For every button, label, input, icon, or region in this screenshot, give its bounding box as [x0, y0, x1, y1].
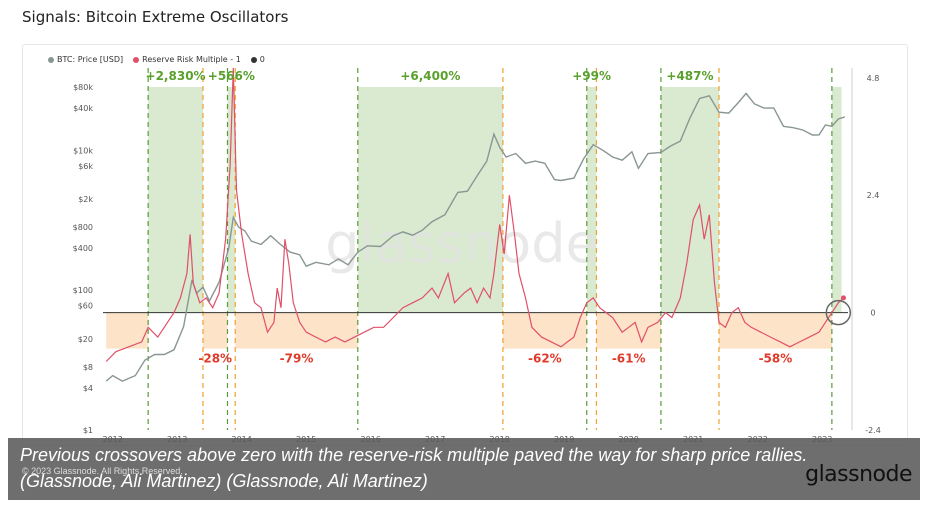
copyright-text: © 2023 Glassnode. All Rights Reserved. — [22, 466, 183, 476]
zone-labels-layer: +2,830% +566% +6,400% +99% +487% -28% -79% -62%… — [146, 69, 793, 366]
gain-zone — [227, 87, 236, 313]
zones-layer — [106, 87, 842, 349]
brand-logo: glassnode — [805, 462, 912, 487]
caption-bar: Previous crossovers above zero with the … — [8, 438, 920, 500]
y-left-tick-label: $40k — [73, 104, 93, 113]
loss-label: -58% — [759, 352, 793, 366]
loss-label: -61% — [612, 352, 646, 366]
gain-label: +99% — [572, 69, 611, 83]
y-left-tick-label: $80k — [73, 83, 93, 92]
legend-dot-icon — [250, 56, 257, 63]
y-right-tick-label: 4.8 — [867, 74, 880, 83]
loss-zone — [718, 312, 832, 349]
loss-zone — [596, 312, 661, 349]
latest-point-marker — [840, 295, 846, 301]
gain-zone — [831, 87, 842, 313]
y-left-tick-label: $8 — [83, 363, 93, 372]
y-left-tick-label: $100 — [73, 286, 93, 295]
gain-label: +487% — [666, 69, 713, 83]
y-left-tick-label: $4 — [83, 384, 93, 393]
y-left-tick-label: $10k — [73, 146, 93, 155]
y-left-tick-label: $20 — [78, 335, 93, 344]
loss-zone — [202, 312, 228, 349]
legend-label: BTC: Price [USD] — [57, 55, 124, 64]
gain-label: +6,400% — [400, 69, 460, 83]
caption-text: Previous crossovers above zero with the … — [20, 445, 808, 491]
y-left-tick-label: $60 — [78, 302, 93, 311]
loss-zone — [106, 312, 149, 349]
price-series-line — [105, 92, 846, 382]
gain-label: +566% — [208, 69, 255, 83]
loss-label: -62% — [528, 352, 562, 366]
marker-layer — [825, 295, 852, 326]
y-left-tick-label: $400 — [73, 244, 93, 253]
gain-label: +2,830% — [146, 69, 206, 83]
legend-dot-icon — [48, 56, 54, 63]
y-left-tick-label: $800 — [73, 223, 93, 232]
crossover-marker-icon — [825, 299, 852, 326]
legend-dot-icon — [133, 56, 140, 63]
loss-label: -28% — [198, 352, 232, 366]
y-right-tick-label: -2.4 — [865, 426, 881, 435]
y-left-tick-label: $2k — [78, 195, 93, 204]
legend-item-zero[interactable]: 0 — [250, 55, 265, 64]
y-left-tick-label: $6k — [78, 162, 93, 171]
legend-item-price[interactable]: BTC: Price [USD] — [48, 55, 123, 64]
loss-zone — [235, 312, 358, 349]
gain-zone — [357, 87, 503, 313]
y-right-tick-label: 2.4 — [867, 191, 880, 200]
legend-item-reserve-risk[interactable]: Reserve Risk Multiple - 1 — [133, 55, 241, 64]
series-layer — [105, 67, 846, 382]
reserve-risk-series-line — [105, 67, 844, 362]
y-right-tick-label: 0 — [870, 309, 875, 318]
legend: BTC: Price [USD] Reserve Risk Multiple -… — [48, 55, 265, 64]
watermark-text: glassnode — [325, 212, 598, 275]
loss-label: -79% — [280, 352, 314, 366]
gain-zone — [148, 87, 203, 313]
page-title: Signals: Bitcoin Extreme Oscillators — [22, 8, 289, 26]
loss-zone — [502, 312, 587, 349]
gain-zone — [660, 87, 719, 313]
legend-label: 0 — [259, 55, 265, 64]
legend-label: Reserve Risk Multiple - 1 — [142, 55, 241, 64]
y-left-tick-label: $1 — [83, 426, 93, 435]
watermark-layer: glassnode — [325, 212, 598, 275]
gain-zone — [586, 87, 597, 313]
